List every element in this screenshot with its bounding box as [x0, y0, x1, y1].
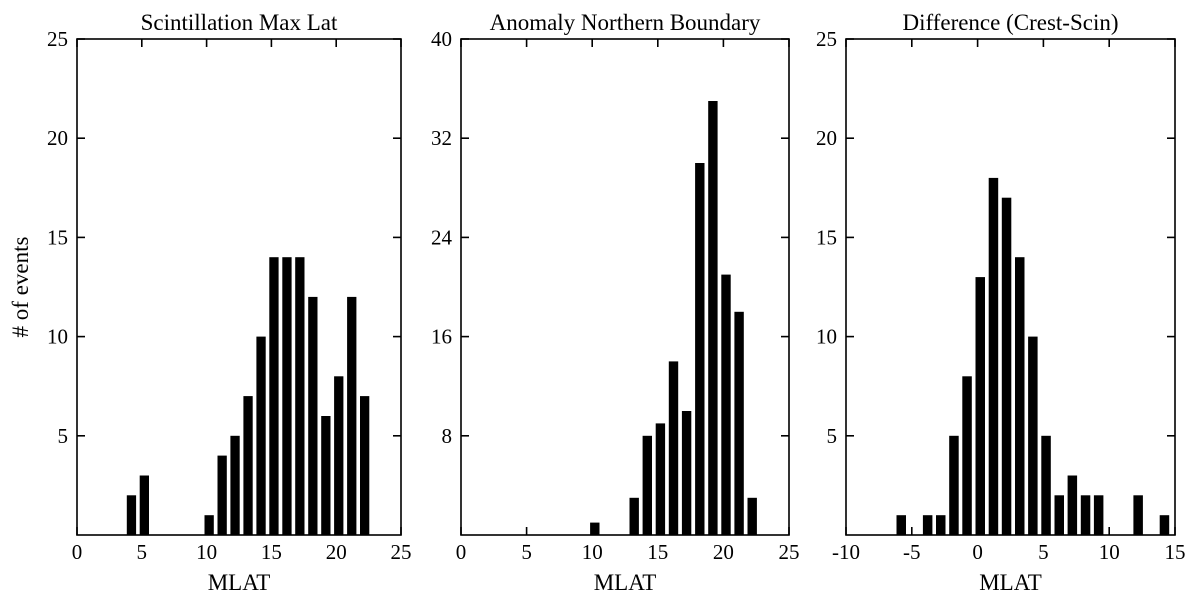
chart-panel-1: 0 5 10 15 20 25 5 10 15 20 25 Scintillation Max Lat… — [8, 10, 412, 595]
bar — [695, 163, 705, 535]
bar — [655, 423, 666, 535]
bar — [896, 515, 906, 535]
y-tick-label: 32 — [431, 126, 452, 150]
chart-panel-2: 0 5 10 15 20 25 8 16 24 32 40 Anomaly Northern Boun… — [431, 10, 800, 595]
x-tick-label: 0 — [972, 540, 983, 564]
x-tick-label: 0 — [72, 540, 83, 564]
bar — [282, 257, 292, 535]
x-tick-label: 20 — [326, 540, 347, 564]
x-tick-label: -10 — [832, 540, 860, 564]
y-tick-label: 20 — [816, 126, 837, 150]
x-tick-label: 10 — [196, 540, 217, 564]
bar — [1001, 197, 1012, 535]
bar — [217, 455, 227, 535]
y-tick-label: 25 — [816, 27, 837, 51]
x-tick-label: 5 — [1038, 540, 1049, 564]
bar — [590, 522, 600, 535]
x-axis-label: MLAT — [208, 570, 271, 595]
bar — [936, 515, 946, 535]
y-axis-label: # of events — [8, 236, 33, 337]
x-tick-label: 15 — [647, 540, 668, 564]
x-tick-label: 20 — [713, 540, 734, 564]
chart-title: Anomaly Northern Boundary — [490, 10, 761, 35]
axis-frame — [460, 38, 790, 536]
y-tick-label: 8 — [442, 424, 453, 448]
axis-frame — [76, 38, 402, 536]
bar — [334, 376, 344, 535]
y-tick-label: 16 — [431, 325, 452, 349]
bar — [1041, 435, 1051, 535]
bar — [642, 435, 652, 535]
bar — [747, 497, 757, 535]
bar — [204, 515, 214, 535]
x-axis-label: MLAT — [594, 570, 657, 595]
bar — [295, 257, 305, 535]
bar — [1067, 475, 1078, 535]
y-tick-label: 10 — [47, 325, 68, 349]
bar — [975, 277, 985, 535]
bar — [988, 177, 999, 535]
x-tick-label: 25 — [779, 540, 800, 564]
y-tick-label: 10 — [816, 325, 837, 349]
bar — [922, 515, 933, 535]
bar — [962, 376, 972, 535]
bar — [126, 495, 137, 535]
x-tick-label: 25 — [391, 540, 412, 564]
bar — [360, 396, 370, 535]
y-tick-label: 15 — [47, 225, 68, 249]
bar — [1028, 336, 1038, 535]
bar — [321, 416, 331, 535]
bar — [668, 361, 679, 535]
bar — [949, 435, 959, 535]
y-tick-label: 24 — [431, 225, 453, 249]
bar — [1093, 495, 1104, 535]
chart-title: Difference (Crest-Scin) — [902, 10, 1118, 35]
bar — [269, 257, 279, 535]
x-tick-label: 0 — [456, 540, 467, 564]
bar — [1015, 257, 1025, 535]
x-tick-label: 15 — [1165, 540, 1186, 564]
y-tick-label: 20 — [47, 126, 68, 150]
x-axis-label: MLAT — [979, 570, 1042, 595]
chart-panel-3: -10 -5 0 5 10 15 5 10 15 20 25 Difference (Crest-Sc… — [816, 10, 1186, 595]
bar — [347, 296, 357, 535]
x-tick-label: 5 — [137, 540, 148, 564]
y-tick-label: 5 — [827, 424, 838, 448]
x-tick-label: 10 — [582, 540, 603, 564]
bar — [708, 101, 718, 535]
x-tick-label: 5 — [521, 540, 532, 564]
bar — [721, 274, 731, 535]
bar — [243, 396, 253, 535]
bar — [308, 296, 318, 535]
bar — [1133, 495, 1143, 535]
x-tick-label: 10 — [1099, 540, 1120, 564]
bar — [734, 311, 744, 535]
bar — [1159, 515, 1170, 535]
y-tick-label: 15 — [816, 225, 837, 249]
x-tick-label: 15 — [261, 540, 282, 564]
y-tick-label: 5 — [58, 424, 69, 448]
y-tick-label: 40 — [431, 27, 452, 51]
axis-frame — [845, 38, 1176, 536]
bar — [681, 411, 692, 535]
bar — [629, 497, 639, 535]
y-tick-label: 25 — [47, 27, 68, 51]
bar — [1080, 495, 1091, 535]
bar — [139, 475, 149, 535]
bar — [256, 336, 266, 535]
bar — [230, 435, 240, 535]
chart-title: Scintillation Max Lat — [141, 10, 338, 35]
bar — [1054, 495, 1064, 535]
x-tick-label: -5 — [903, 540, 921, 564]
